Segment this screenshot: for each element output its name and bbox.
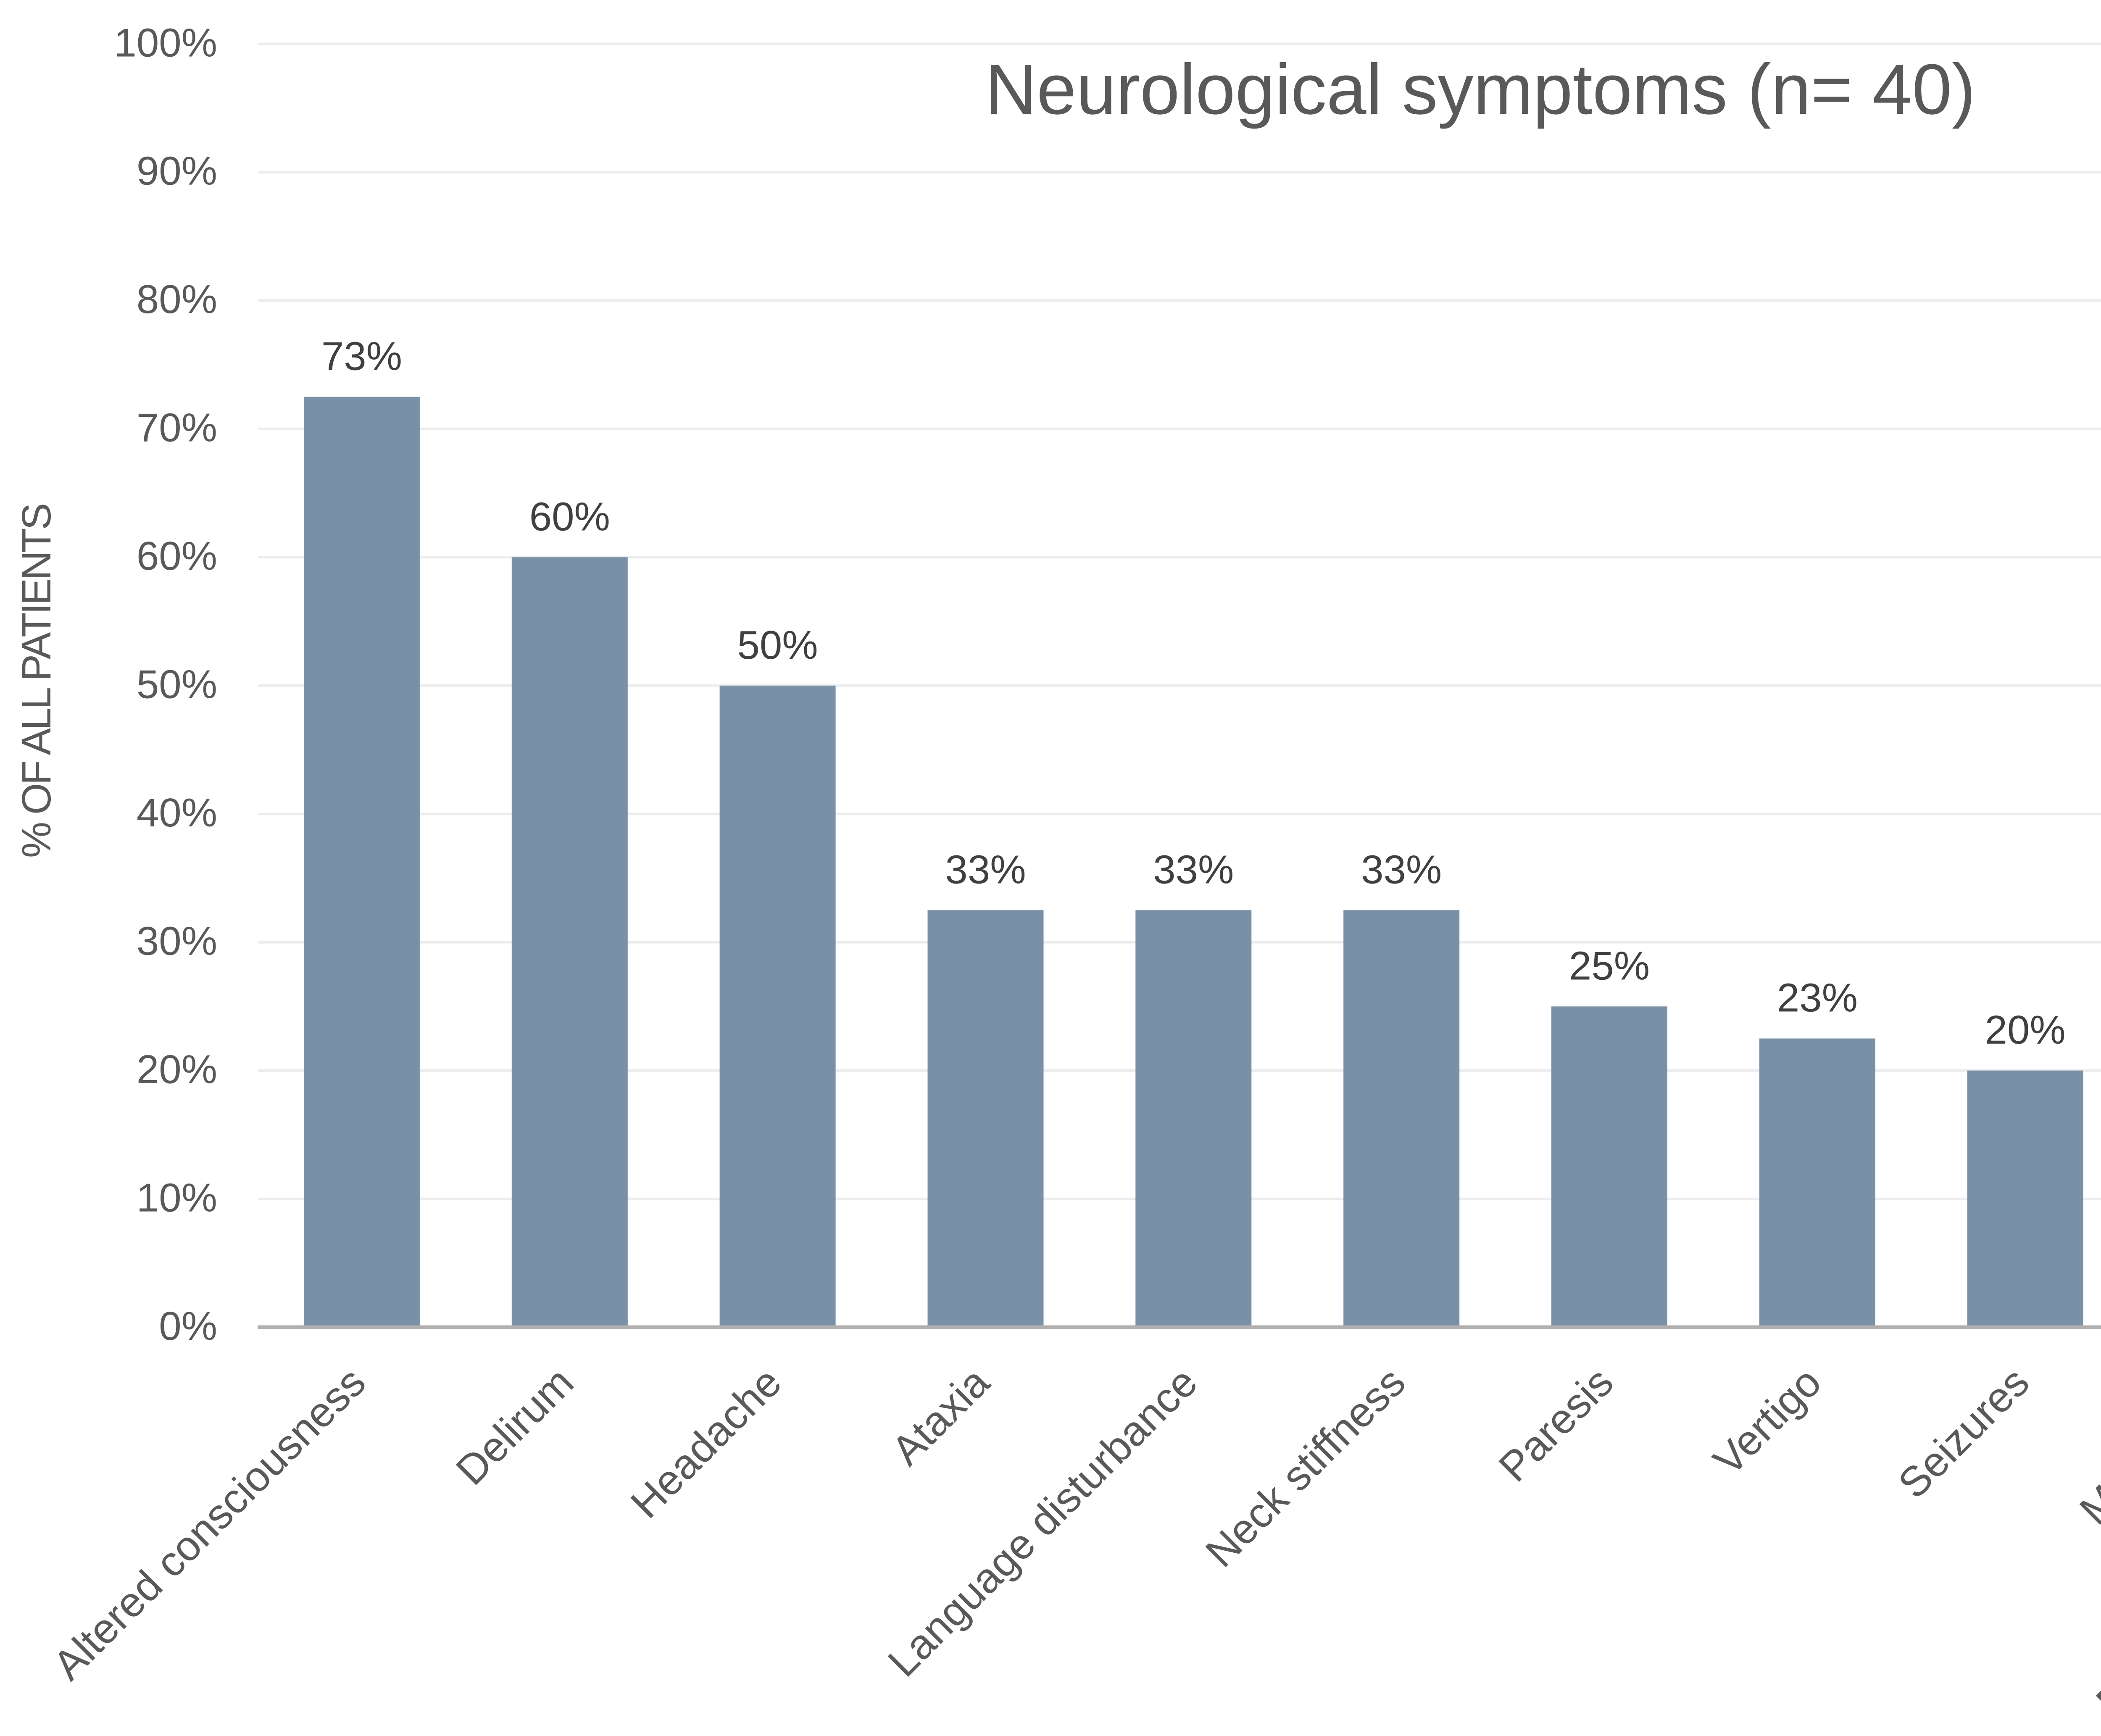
svg-text:80%: 80% xyxy=(137,277,217,322)
svg-text:% OF ALL PATIENTS: % OF ALL PATIENTS xyxy=(13,505,59,858)
svg-text:40%: 40% xyxy=(137,790,217,835)
svg-text:33%: 33% xyxy=(1153,847,1234,892)
svg-text:20%: 20% xyxy=(137,1047,217,1092)
svg-text:25%: 25% xyxy=(1569,943,1650,988)
svg-text:20%: 20% xyxy=(1985,1007,2066,1052)
svg-text:50%: 50% xyxy=(737,623,818,668)
svg-text:60%: 60% xyxy=(137,534,217,579)
svg-text:30%: 30% xyxy=(137,918,217,963)
svg-text:73%: 73% xyxy=(321,334,402,379)
svg-text:0%: 0% xyxy=(159,1304,217,1349)
svg-text:90%: 90% xyxy=(137,149,217,194)
svg-text:33%: 33% xyxy=(1361,847,1442,892)
svg-text:10%: 10% xyxy=(137,1175,217,1220)
svg-text:100%: 100% xyxy=(114,20,217,65)
svg-text:70%: 70% xyxy=(137,405,217,450)
svg-text:Neurological symptoms (n= 40): Neurological symptoms (n= 40) xyxy=(985,50,1975,129)
svg-text:33%: 33% xyxy=(945,847,1026,892)
svg-text:23%: 23% xyxy=(1777,976,1858,1021)
svg-text:60%: 60% xyxy=(529,494,610,539)
svg-text:50%: 50% xyxy=(137,662,217,707)
